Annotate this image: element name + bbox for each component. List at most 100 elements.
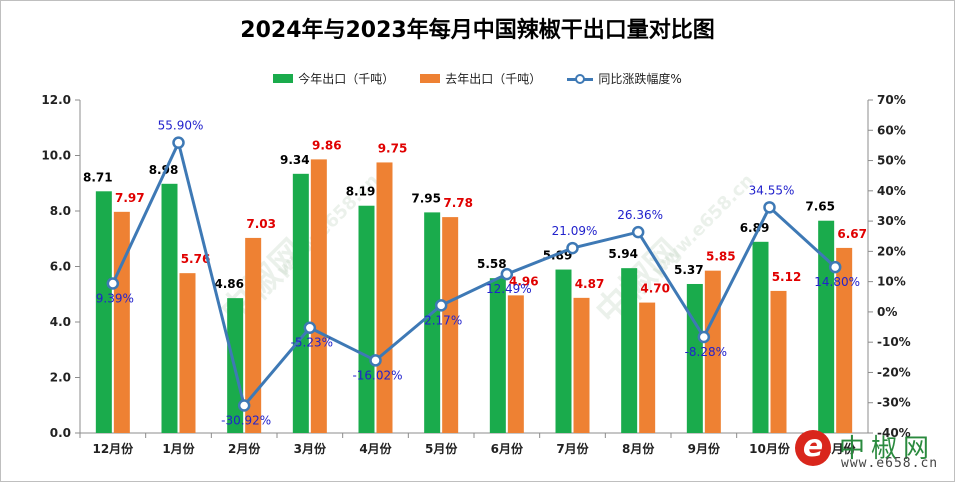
data-label-previous: 6.67 xyxy=(837,227,867,241)
data-label-previous: 5.76 xyxy=(181,252,211,266)
x-tick-label: 5月份 xyxy=(425,441,458,456)
data-label-pct: -8.28% xyxy=(685,345,727,359)
pct-point xyxy=(828,260,842,274)
brand-e-icon: e xyxy=(795,430,831,466)
legend-item-pct: 同比涨跌幅度% xyxy=(567,70,682,87)
data-label-pct: 34.55% xyxy=(749,183,795,197)
x-tick-label: 2月份 xyxy=(228,441,261,456)
data-label-pct: 55.90% xyxy=(158,119,204,133)
pct-point xyxy=(697,330,711,344)
y-left-tick-label: 0.0 xyxy=(50,426,71,440)
bar-previous xyxy=(310,159,327,433)
data-label-pct: 21.09% xyxy=(552,224,598,238)
data-label-pct: -30.92% xyxy=(221,414,271,428)
pct-point xyxy=(763,201,776,214)
y-right-tick-label: -30% xyxy=(877,396,911,410)
y-left-tick-label: 4.0 xyxy=(50,315,71,329)
bar-previous xyxy=(507,295,524,433)
y-right-tick-label: 40% xyxy=(877,184,906,198)
bar-previous xyxy=(836,247,853,433)
data-label-pct: 26.36% xyxy=(617,208,663,222)
data-label-previous: 7.97 xyxy=(115,191,145,205)
y-left-tick-label: 10.0 xyxy=(41,149,71,163)
pct-point xyxy=(566,241,579,255)
y-right-tick-label: -10% xyxy=(877,335,911,349)
bar-previous xyxy=(376,162,393,433)
x-tick-label: 7月份 xyxy=(556,441,589,456)
legend-label-current: 今年出口（千吨） xyxy=(298,72,395,86)
bar-current xyxy=(818,220,835,433)
brand-name: 中椒网 xyxy=(839,434,936,464)
data-label-previous: 4.70 xyxy=(640,282,670,296)
bar-previous xyxy=(639,302,656,433)
y-right-tick-label: 60% xyxy=(877,123,906,137)
pct-point xyxy=(172,136,185,149)
y-right-tick-label: -20% xyxy=(877,365,911,379)
bar-current xyxy=(752,241,769,433)
bar-previous xyxy=(573,297,590,433)
data-label-previous: 5.85 xyxy=(706,250,736,264)
legend-swatch-current xyxy=(273,74,294,83)
bar-previous xyxy=(245,237,262,433)
y-right-tick-label: 20% xyxy=(877,244,906,258)
bar-previous xyxy=(442,217,459,433)
pct-point xyxy=(369,354,382,367)
bar-current xyxy=(489,278,506,433)
data-label-current: 6.89 xyxy=(740,221,770,235)
data-label-pct: -5.23% xyxy=(291,336,333,350)
pct-point xyxy=(303,321,317,334)
y-right-tick-label: 30% xyxy=(877,214,906,228)
brand-logo: e 中椒网 www.e658.cn xyxy=(795,428,945,472)
x-tick-label: 10月份 xyxy=(749,441,791,456)
pct-line xyxy=(111,138,837,409)
data-label-current: 5.94 xyxy=(608,247,638,261)
data-label-previous: 4.87 xyxy=(575,277,605,291)
bar-current xyxy=(161,183,178,433)
x-tick-label: 1月份 xyxy=(162,441,195,456)
data-label-current: 8.71 xyxy=(83,170,113,184)
bar-current xyxy=(686,283,703,433)
data-label-current: 4.86 xyxy=(214,277,244,291)
chart-title: 2024年与2023年每月中国辣椒干出口量对比图 xyxy=(240,18,715,43)
data-label-pct: -16.02% xyxy=(352,368,402,382)
bar-current xyxy=(95,191,112,433)
pct-point xyxy=(434,299,448,312)
brand-url: www.e658.cn xyxy=(841,456,939,471)
bar-current xyxy=(555,269,572,433)
legend: 今年出口（千吨） 去年出口（千吨） 同比涨跌幅度% xyxy=(0,70,955,87)
data-label-previous: 5.12 xyxy=(772,270,802,284)
data-label-pct: 12.49% xyxy=(486,282,532,296)
data-label-previous: 7.78 xyxy=(443,196,473,210)
data-label-pct: 2.17% xyxy=(424,313,462,327)
legend-swatch-previous xyxy=(420,74,441,83)
legend-item-current: 今年出口（千吨） xyxy=(273,70,394,87)
data-label-previous: 9.86 xyxy=(312,138,342,152)
legend-swatch-pct xyxy=(567,73,594,84)
data-label-pct: 9.39% xyxy=(96,291,134,305)
data-label-current: 5.37 xyxy=(674,263,704,277)
y-left-tick-label: 12.0 xyxy=(41,93,71,107)
bar-current xyxy=(621,268,638,433)
x-tick-label: 8月份 xyxy=(622,441,655,456)
y-left-tick-label: 2.0 xyxy=(50,371,71,385)
x-tick-label: 9月份 xyxy=(688,441,721,456)
data-label-current: 8.19 xyxy=(346,185,376,199)
y-right-tick-label: 10% xyxy=(877,275,906,289)
y-right-tick-label: 0% xyxy=(877,305,897,319)
legend-label-pct: 同比涨跌幅度% xyxy=(598,72,682,86)
y-right-tick-label: -40% xyxy=(877,426,911,440)
pct-point xyxy=(106,277,120,290)
y-left-tick-label: 8.0 xyxy=(50,204,71,218)
bar-previous xyxy=(113,211,130,433)
legend-label-previous: 去年出口（千吨） xyxy=(445,72,542,86)
x-tick-label: 6月份 xyxy=(491,441,524,456)
data-label-current: 7.65 xyxy=(805,200,835,214)
x-tick-label: 3月份 xyxy=(294,441,327,456)
pct-point xyxy=(631,225,645,239)
data-label-previous: 7.03 xyxy=(246,217,276,231)
pct-point xyxy=(500,267,514,281)
y-right-tick-label: 50% xyxy=(877,154,906,168)
data-label-current: 9.34 xyxy=(280,153,310,167)
